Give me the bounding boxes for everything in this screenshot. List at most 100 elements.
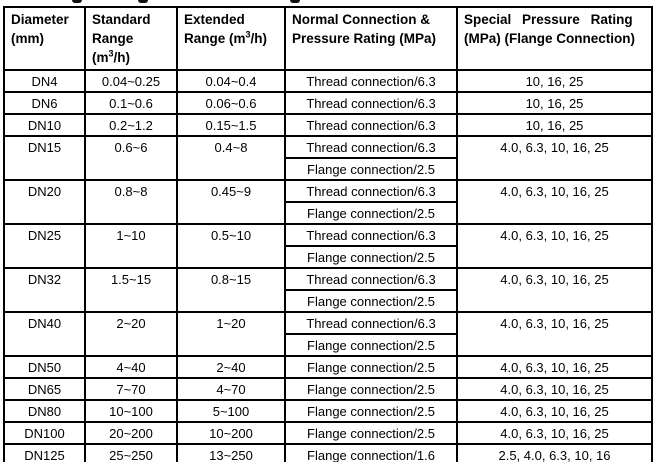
header-line: Range (m3/h) (184, 29, 268, 46)
connection-cell: Thread connection/6.3 (284, 91, 458, 115)
table-row: DN4 0.04~0.25 0.04~0.4 Thread connection/6.… (3, 69, 653, 93)
glyph-fragment (72, 0, 82, 3)
table-row: Flange connection/2.5 (4, 333, 652, 357)
extended-range-cell: 0.5~10 (176, 223, 286, 269)
standard-range-cell: 1~10 (84, 223, 178, 269)
special-rating-cell: 4.0, 6.3, 10, 16, 25 (456, 399, 653, 423)
table-row: Flange connection/2.5 (4, 289, 652, 313)
extended-range-cell: 0.06~0.6 (176, 91, 286, 115)
standard-range-cell: 10~100 (84, 399, 178, 423)
extended-range-cell: 5~100 (176, 399, 286, 423)
connection-cell: Flange connection/2.5 (284, 399, 458, 423)
standard-range-cell: 0.1~0.6 (84, 91, 178, 115)
standard-range-cell: 7~70 (84, 377, 178, 401)
table-row: DN10 0.2~1.2 0.15~1.5 Thread connection/6.3… (3, 113, 653, 137)
table-header: Diameter (mm) Standard Range (m3/h) Extended R… (3, 6, 653, 71)
table-row: Flange connection/2.5 (4, 157, 652, 181)
special-rating-cell: 10, 16, 25 (456, 69, 653, 93)
header-line: Diameter (11, 12, 69, 27)
table-row: Flange connection/2.5 (4, 201, 652, 225)
diameter-cell: DN25 (3, 223, 86, 269)
special-rating-cell: 2.5, 4.0, 6.3, 10, 16 (456, 443, 653, 462)
table-row: DN40 2~20 1~20 Thread connection/6.3 4.0, 6.… (3, 311, 653, 357)
extended-range-cell: 0.45~9 (176, 179, 286, 225)
standard-range-cell: 0.04~0.25 (84, 69, 178, 93)
header-line: (MPa) (Flange Connection) (464, 31, 635, 46)
connection-cell: Thread connection/6.3 (284, 311, 458, 335)
table-row: DN125 25~250 13~250 Flange connection/1.6 2.… (3, 443, 653, 462)
extended-range-cell: 2~40 (176, 355, 286, 379)
extended-range-cell: 13~250 (176, 443, 286, 462)
diameter-cell: DN10 (3, 113, 86, 137)
connection-cell: Flange connection/2.5 (284, 157, 458, 181)
connection-cell: Thread connection/6.3 (284, 113, 458, 137)
special-rating-cell: 4.0, 6.3, 10, 16, 25 (456, 421, 653, 445)
header-cell-extended: Extended Range (m3/h) (176, 6, 286, 71)
diameter-cell: DN6 (3, 91, 86, 115)
extended-range-cell: 0.15~1.5 (176, 113, 286, 137)
extended-range-cell: 0.4~8 (176, 135, 286, 181)
table-header-row: Diameter (mm) Standard Range (m3/h) Extended R… (3, 6, 653, 71)
extended-range-cell: 1~20 (176, 311, 286, 357)
table-row: DN80 10~100 5~100 Flange connection/2.5 4.0,… (3, 399, 653, 423)
diameter-cell: DN100 (3, 421, 86, 445)
table-row: DN32 1.5~15 0.8~15 Thread connection/6.3 4.0… (3, 267, 653, 313)
connection-cell: Thread connection/6.3 (284, 223, 458, 247)
header-cell-normal: Normal Connection & Pressure Rating (MPa) (284, 6, 458, 71)
extended-range-cell: 4~70 (176, 377, 286, 401)
diameter-cell: DN80 (3, 399, 86, 423)
standard-range-cell: 2~20 (84, 311, 178, 357)
connection-cell: Thread connection/6.3 (284, 135, 458, 159)
diameter-cell: DN65 (3, 377, 86, 401)
special-rating-cell: 4.0, 6.3, 10, 16, 25 (456, 355, 653, 379)
connection-cell: Thread connection/6.3 (284, 179, 458, 203)
flow-range-pressure-table: Diameter (mm) Standard Range (m3/h) Extended R… (3, 6, 653, 462)
connection-cell: Flange connection/2.5 (284, 289, 458, 313)
standard-range-cell: 0.8~8 (84, 179, 178, 225)
special-rating-cell: 10, 16, 25 (456, 91, 653, 115)
header-line: Extended (184, 12, 245, 27)
header-line: (mm) (11, 31, 44, 46)
diameter-cell: DN50 (3, 355, 86, 379)
diameter-cell: DN32 (3, 267, 86, 313)
diameter-cell: DN40 (3, 311, 86, 357)
header-cell-standard: Standard Range (m3/h) (84, 6, 178, 71)
diameter-cell: DN125 (3, 443, 86, 462)
table-row: DN100 20~200 10~200 Flange connection/2.5 4.… (3, 421, 653, 445)
superscript: 3 (108, 48, 114, 59)
table-row: DN15 0.6~6 0.4~8 Thread connection/6.3 4.0, … (3, 135, 653, 181)
connection-cell: Flange connection/2.5 (284, 245, 458, 269)
table-row: Flange connection/2.5 (4, 245, 652, 269)
standard-range-cell: 0.2~1.2 (84, 113, 178, 137)
glyph-fragment (290, 0, 300, 3)
header-line: Standard (92, 12, 151, 27)
connection-cell: Flange connection/1.6 (284, 443, 458, 462)
glyph-fragment (138, 0, 148, 3)
connection-cell: Flange connection/2.5 (284, 421, 458, 445)
extended-range-cell: 10~200 (176, 421, 286, 445)
standard-range-cell: 20~200 (84, 421, 178, 445)
special-rating-cell: 4.0, 6.3, 10, 16, 25 (456, 179, 653, 225)
superscript: 3 (245, 29, 251, 40)
table-row: DN25 1~10 0.5~10 Thread connection/6.3 4.0, … (3, 223, 653, 269)
table-body: DN4 0.04~0.25 0.04~0.4 Thread connection/6.… (3, 69, 653, 462)
standard-range-cell: 0.6~6 (84, 135, 178, 181)
table-row: DN65 7~70 4~70 Flange connection/2.5 4.0, 6.… (3, 377, 653, 401)
special-rating-cell: 4.0, 6.3, 10, 16, 25 (456, 311, 653, 357)
header-line: Range (92, 31, 134, 46)
header-line: Normal Connection & (292, 12, 431, 27)
extended-range-cell: 0.04~0.4 (176, 69, 286, 93)
connection-cell: Flange connection/2.5 (284, 355, 458, 379)
connection-cell: Thread connection/6.3 (284, 267, 458, 291)
special-rating-cell: 4.0, 6.3, 10, 16, 25 (456, 377, 653, 401)
special-rating-cell: 10, 16, 25 (456, 113, 653, 137)
header-line: Special Pressure Rating (464, 12, 633, 27)
connection-cell: Flange connection/2.5 (284, 333, 458, 357)
connection-cell: Flange connection/2.5 (284, 377, 458, 401)
standard-range-cell: 1.5~15 (84, 267, 178, 313)
table-row: DN20 0.8~8 0.45~9 Thread connection/6.3 4.0,… (3, 179, 653, 225)
header-cell-special: Special Pressure Rating (MPa) (Flange Con… (456, 6, 653, 71)
standard-range-cell: 4~40 (84, 355, 178, 379)
diameter-cell: DN20 (3, 179, 86, 225)
